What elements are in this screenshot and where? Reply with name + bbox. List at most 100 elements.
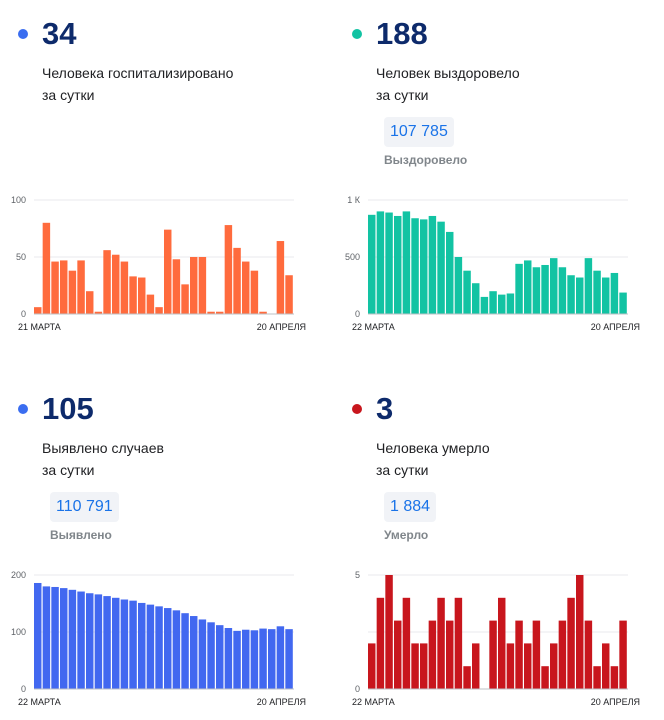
- bar: [34, 582, 42, 689]
- bar: [68, 589, 77, 689]
- bar: [463, 666, 471, 689]
- bar: [181, 613, 189, 689]
- deaths-chart: 5 0 22 МАРТА 20 АПРЕЛЯ: [352, 570, 640, 707]
- bar: [242, 629, 250, 689]
- x-end-label: 20 АПРЕЛЯ: [591, 322, 640, 332]
- bar: [190, 257, 198, 314]
- bar: [515, 620, 523, 689]
- bar: [498, 597, 506, 689]
- y-tick-label: 1 К: [347, 195, 361, 205]
- bar: [146, 294, 155, 314]
- deaths-value: 3: [376, 391, 394, 426]
- bar: [454, 257, 463, 314]
- bar: [480, 296, 489, 314]
- y-tick-label: 100: [11, 627, 26, 637]
- bar: [259, 628, 267, 689]
- bar: [558, 620, 567, 689]
- bar: [250, 630, 259, 689]
- bar: [172, 259, 181, 314]
- bar: [129, 600, 137, 689]
- bar: [216, 311, 224, 314]
- bar: [368, 643, 376, 689]
- bar: [550, 258, 558, 314]
- bar: [376, 597, 385, 689]
- bar: [259, 311, 267, 314]
- y-tick-label: 50: [16, 252, 26, 262]
- bar: [402, 211, 411, 314]
- bar: [411, 643, 419, 689]
- detected-value: 105: [42, 391, 94, 426]
- bar: [593, 270, 601, 314]
- bar: [420, 643, 428, 689]
- bar: [86, 291, 94, 314]
- bar: [532, 620, 541, 689]
- recovered-panel: 188 Человек выздоровело за сутки 107 785…: [334, 0, 644, 345]
- bar: [619, 292, 627, 314]
- bar: [268, 629, 276, 689]
- recovered-dot: [352, 29, 362, 39]
- bar: [129, 276, 137, 314]
- bar: [385, 212, 393, 314]
- deaths-description: Человека умерло за сутки: [376, 437, 490, 481]
- bar: [42, 222, 51, 314]
- bar: [224, 628, 233, 689]
- bar: [86, 593, 94, 689]
- bar: [446, 231, 454, 314]
- x-start-label: 22 МАРТА: [18, 697, 61, 707]
- bar: [77, 591, 85, 689]
- bar: [207, 622, 215, 689]
- bar: [541, 264, 549, 314]
- detected-desc-line2: за сутки: [42, 462, 95, 478]
- detected-desc-line1: Выявлено случаев: [42, 440, 164, 456]
- bar: [198, 619, 207, 689]
- hospitalized-chart: 100 50 0 21 МАРТА 20 АПРЕЛЯ: [11, 195, 306, 332]
- y-tick-label: 200: [11, 570, 26, 580]
- bar: [402, 597, 411, 689]
- bar: [506, 643, 515, 689]
- bar: [164, 229, 172, 314]
- bar: [138, 277, 146, 314]
- x-start-label: 22 МАРТА: [352, 697, 395, 707]
- recovered-total: 107 785: [384, 117, 454, 147]
- bar: [489, 291, 497, 314]
- bar: [394, 215, 402, 314]
- bar: [276, 626, 285, 689]
- bar: [489, 620, 497, 689]
- bar: [112, 597, 120, 689]
- bar: [532, 267, 541, 314]
- bar: [524, 260, 532, 314]
- bar: [411, 218, 419, 314]
- recovered-chart: 1 К 500 0 22 МАРТА 20 АПРЕЛЯ: [345, 195, 640, 332]
- bar: [368, 214, 376, 314]
- deaths-dot: [352, 404, 362, 414]
- bar: [172, 610, 181, 689]
- bar: [250, 270, 259, 314]
- y-tick-label: 100: [11, 195, 26, 205]
- hospitalized-desc-line2: за сутки: [42, 87, 95, 103]
- bar: [437, 221, 445, 314]
- bar: [437, 597, 445, 689]
- y-tick-label: 0: [355, 309, 360, 319]
- bar: [233, 630, 241, 689]
- hospitalized-panel: 34 Человека госпитализировано за сутки 1…: [0, 0, 310, 345]
- recovered-total-label: Выздоровело: [384, 153, 468, 167]
- x-end-label: 20 АПРЕЛЯ: [257, 322, 306, 332]
- bar: [376, 211, 385, 314]
- bar: [146, 604, 155, 689]
- bar: [94, 311, 103, 314]
- bar: [198, 257, 207, 314]
- detected-chart: 200 100 0 22 МАРТА 20 АПРЕЛЯ: [11, 570, 306, 707]
- hospitalized-description: Человека госпитализировано за сутки: [42, 62, 233, 106]
- detected-panel: 105 Выявлено случаев за сутки 110 791 Вы…: [0, 375, 310, 720]
- bar: [576, 277, 584, 314]
- detected-total-label: Выявлено: [50, 528, 112, 542]
- y-tick-label: 5: [355, 570, 360, 580]
- bar: [385, 575, 393, 689]
- y-tick-label: 0: [21, 684, 26, 694]
- bar: [446, 620, 454, 689]
- deaths-panel: 3 Человека умерло за сутки 1 884 Умерло …: [334, 375, 644, 720]
- bar: [576, 575, 584, 689]
- bar: [602, 643, 610, 689]
- hospitalized-desc-line1: Человека госпитализировано: [42, 65, 234, 81]
- y-tick-label: 0: [21, 309, 26, 319]
